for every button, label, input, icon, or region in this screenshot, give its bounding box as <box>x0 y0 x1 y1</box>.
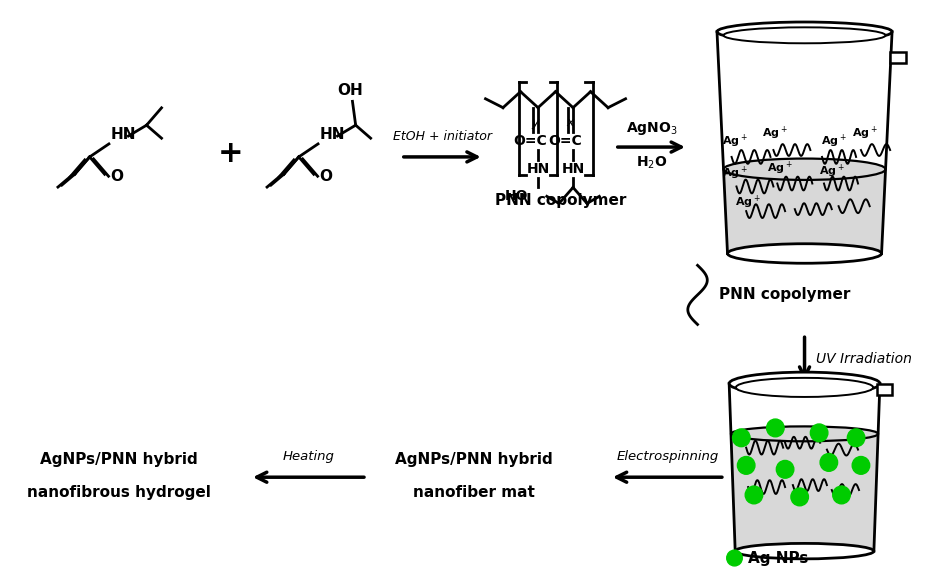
Circle shape <box>832 486 849 504</box>
Text: nanofiber mat: nanofiber mat <box>413 485 534 500</box>
Polygon shape <box>876 384 891 396</box>
Circle shape <box>846 429 864 447</box>
Text: UV Irradiation: UV Irradiation <box>815 352 911 366</box>
Ellipse shape <box>723 159 885 180</box>
Text: AgNPs/PNN hybrid: AgNPs/PNN hybrid <box>395 453 552 467</box>
Circle shape <box>726 550 741 566</box>
Polygon shape <box>723 169 885 254</box>
Ellipse shape <box>728 372 879 395</box>
Circle shape <box>737 457 754 474</box>
Circle shape <box>732 429 749 447</box>
Text: O=C: O=C <box>548 134 581 148</box>
Circle shape <box>744 486 762 504</box>
Text: AgNO$_3$: AgNO$_3$ <box>625 120 677 137</box>
Text: Ag$^+$: Ag$^+$ <box>735 194 760 211</box>
Text: EtOH + initiator: EtOH + initiator <box>392 130 491 143</box>
Text: PNN copolymer: PNN copolymer <box>494 193 625 208</box>
Text: O: O <box>110 168 124 184</box>
Text: Ag$^+$: Ag$^+$ <box>820 133 846 150</box>
Circle shape <box>790 488 808 506</box>
Ellipse shape <box>723 28 885 43</box>
Ellipse shape <box>716 22 891 41</box>
Ellipse shape <box>726 244 881 263</box>
Text: Ag$^+$: Ag$^+$ <box>818 162 843 179</box>
Circle shape <box>819 454 837 471</box>
Text: OH: OH <box>337 83 363 98</box>
Circle shape <box>766 419 783 437</box>
Text: O=C: O=C <box>513 134 547 148</box>
Text: Ag$^+$: Ag$^+$ <box>762 125 787 142</box>
Text: PNN copolymer: PNN copolymer <box>718 288 849 302</box>
Text: HN: HN <box>561 162 584 176</box>
Text: AgNPs/PNN hybrid: AgNPs/PNN hybrid <box>40 453 197 467</box>
Ellipse shape <box>735 543 873 559</box>
Circle shape <box>810 424 827 442</box>
Circle shape <box>776 461 793 478</box>
Text: +: + <box>218 140 243 168</box>
Text: Heating: Heating <box>283 450 334 463</box>
Text: HN: HN <box>110 127 137 142</box>
Text: Ag NPs: Ag NPs <box>747 550 808 566</box>
Text: y: y <box>531 116 538 129</box>
Ellipse shape <box>730 427 877 441</box>
Text: H$_2$O: H$_2$O <box>635 155 666 171</box>
Text: O: O <box>319 168 332 184</box>
Text: Ag$^+$: Ag$^+$ <box>721 133 747 150</box>
Text: x: x <box>566 116 573 129</box>
Polygon shape <box>730 434 877 551</box>
Text: Ag$^+$: Ag$^+$ <box>721 164 747 182</box>
Text: nanofibrous hydrogel: nanofibrous hydrogel <box>27 485 211 500</box>
Ellipse shape <box>735 378 872 397</box>
Text: Ag$^+$: Ag$^+$ <box>851 125 877 142</box>
Text: HN: HN <box>526 162 549 176</box>
Text: Ag$^+$: Ag$^+$ <box>767 159 792 177</box>
Polygon shape <box>889 52 905 63</box>
Text: HO: HO <box>505 189 528 204</box>
Text: HN: HN <box>319 127 345 142</box>
Circle shape <box>851 457 869 474</box>
Text: Electrospinning: Electrospinning <box>616 450 718 463</box>
